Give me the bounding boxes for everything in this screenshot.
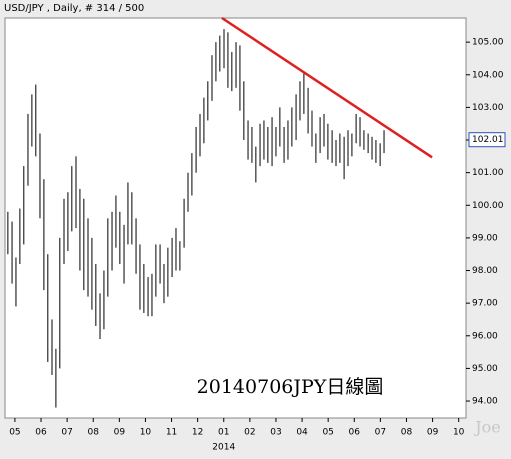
x-tick-label: 06 [35,428,47,438]
x-tick-label: 10 [453,428,465,438]
y-tick-label: 95.00 [472,364,498,374]
x-tick-label: 05 [322,428,333,438]
y-tick-label: 98.00 [472,266,498,276]
y-tick-label: 101.00 [472,168,504,178]
x-tick-label: 07 [375,428,386,438]
year-label: 2014 [212,443,235,453]
y-tick-label: 94.00 [472,397,498,407]
x-tick-label: 10 [140,428,152,438]
plot-area [4,17,467,419]
x-tick-label: 09 [114,428,126,438]
x-tick-label: 03 [270,428,281,438]
trendline [221,16,433,159]
x-tick-label: 12 [192,428,203,438]
y-tick-label: 103.00 [472,103,504,113]
x-tick-label: 07 [61,428,72,438]
x-tick-label: 08 [401,428,413,438]
x-tick-label: 08 [88,428,100,438]
y-tick-label: 99.00 [472,233,498,243]
annotation: 20140706JPY日線圖 [197,376,384,398]
x-tick-label: 06 [349,428,361,438]
last-price-box [468,132,506,148]
last-price-label: 102.01 [472,135,504,145]
y-tick-label: 104.00 [472,70,504,80]
x-tick-label: 02 [244,428,255,438]
y-tick-label: 105.00 [472,38,504,48]
y-tick-label: 100.00 [472,201,504,211]
x-tick-label: 11 [166,428,177,438]
watermark: Joe [473,418,501,437]
y-tick-label: 97.00 [472,299,498,309]
x-tick-label: 04 [296,428,308,438]
x-tick-label: 09 [427,428,439,438]
x-tick-label: 05 [9,428,20,438]
y-tick-label: 96.00 [472,331,498,341]
x-tick-label: 01 [218,428,229,438]
chart-title: USD/JPY , Daily, # 314 / 500 [4,3,144,14]
